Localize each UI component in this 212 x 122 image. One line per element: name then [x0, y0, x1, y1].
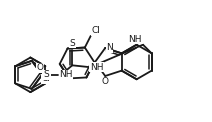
Text: O: O [36, 63, 43, 72]
Text: NH: NH [90, 63, 103, 72]
Text: S: S [43, 70, 49, 79]
Text: NH: NH [59, 70, 73, 79]
Text: NH: NH [128, 35, 142, 44]
Text: O: O [102, 77, 109, 86]
Text: N: N [106, 43, 113, 52]
Text: S: S [69, 39, 75, 48]
Text: Cl: Cl [92, 26, 100, 35]
Text: Cl: Cl [42, 74, 51, 83]
